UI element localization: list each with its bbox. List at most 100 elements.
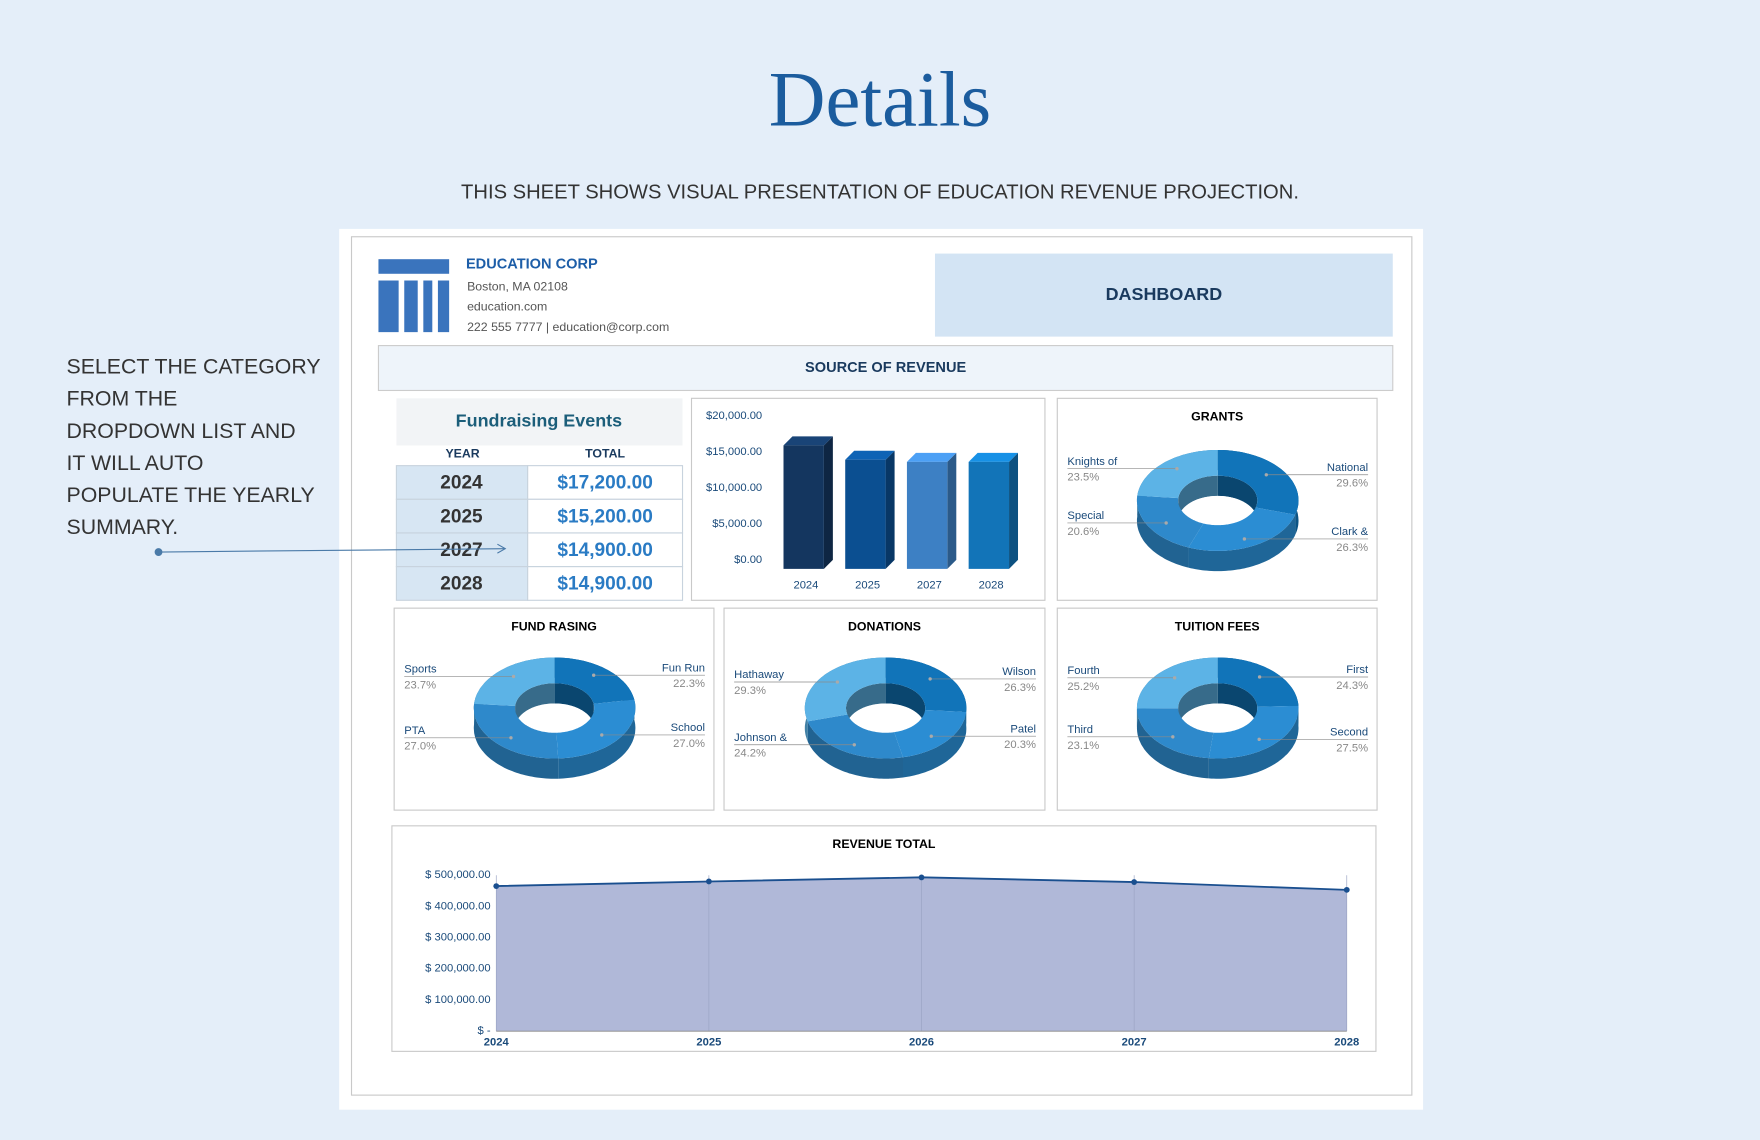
slice-inner-wall [554, 683, 594, 725]
bar-side [947, 452, 957, 569]
slice-value: 23.7% [404, 679, 436, 691]
x-tick-label: 2025 [855, 580, 880, 592]
table-title: Fundraising Events [456, 411, 622, 431]
note-line: SELECT THE CATEGORY [67, 355, 321, 379]
slice-value: 26.3% [1336, 542, 1368, 554]
page-title: Details [769, 56, 991, 143]
slice-label: PTA [404, 725, 426, 737]
slice-value: 22.3% [673, 678, 705, 690]
slice-label: Fourth [1067, 665, 1099, 677]
year-cell [395, 566, 529, 601]
slice-label: Third [1067, 724, 1093, 736]
note-line: SUMMARY. [67, 515, 179, 539]
total: $14,900.00 [557, 574, 652, 595]
sheet-border [350, 236, 1413, 1096]
company-address: Boston, MA 02108 [467, 280, 568, 294]
slice [894, 710, 967, 758]
chart-title: TUITION FEES [1175, 619, 1260, 633]
bar [968, 461, 1010, 569]
year: 2025 [440, 506, 483, 527]
leader-dot [1257, 675, 1262, 679]
point [493, 883, 500, 890]
slice [1136, 708, 1214, 759]
slice-inner-wall [1217, 475, 1258, 528]
slice-value: 27.5% [1336, 742, 1368, 754]
note-pointer [154, 543, 507, 556]
chart-title: GRANTS [1191, 410, 1243, 424]
slice-outer-wall [1136, 495, 1189, 568]
point [918, 874, 925, 881]
slice [804, 657, 886, 722]
x-tick-label: 2028 [1334, 1036, 1359, 1048]
slice-outer-wall [1188, 514, 1296, 572]
slice-outer-wall [1208, 705, 1299, 779]
bar-top [845, 450, 895, 460]
slice-inner-wall [846, 683, 886, 735]
slice-value: 25.2% [1067, 681, 1099, 693]
slice [1137, 449, 1218, 499]
bar-side [1009, 452, 1019, 569]
leader-dot [509, 736, 513, 740]
note-line: DROPDOWN LIST AND [67, 419, 296, 443]
chart-title: REVENUE TOTAL [832, 837, 935, 851]
slice-label: Knights of [1067, 456, 1118, 468]
slice-inner-wall [1217, 683, 1258, 728]
slice-inner-wall [515, 683, 555, 727]
column-header: TOTAL [585, 447, 625, 461]
bar [845, 459, 886, 569]
slice-value: 23.1% [1067, 740, 1099, 752]
slice-label: First [1346, 664, 1369, 676]
slice [1188, 507, 1296, 551]
company-name: EDUCATION CORP [466, 257, 598, 273]
leader-dot [928, 677, 932, 681]
slice-outer-wall [473, 703, 559, 779]
note-line: POPULATE THE YEARLY [67, 483, 315, 507]
slice [474, 657, 555, 706]
bar-top [783, 436, 833, 446]
slice [1217, 657, 1299, 707]
slice-inner-wall [1178, 683, 1218, 729]
y-tick-label: $5,000.00 [712, 518, 762, 530]
slice [1136, 495, 1204, 548]
note-line: IT WILL AUTO [67, 451, 204, 475]
section-label: SOURCE OF REVENUE [805, 360, 966, 376]
slice [554, 657, 635, 704]
bar [783, 445, 824, 569]
bar-side [823, 436, 833, 569]
leader-dot [591, 673, 596, 677]
slice-value: 29.3% [734, 685, 766, 697]
slice-inner-wall [885, 683, 926, 731]
slice [1208, 705, 1299, 759]
y-tick-label: $20,000.00 [706, 410, 762, 422]
leader-dot [600, 733, 604, 737]
slice [1217, 449, 1299, 515]
x-tick-label: 2024 [484, 1036, 510, 1048]
total: $17,200.00 [557, 473, 652, 494]
y-tick-label: $ 400,000.00 [425, 900, 491, 912]
leader-dot [1257, 737, 1261, 742]
total: $15,200.00 [557, 506, 652, 527]
page-subtitle: THIS SHEET SHOWS VISUAL PRESENTATION OF … [461, 181, 1299, 203]
y-tick-label: $ 500,000.00 [425, 869, 491, 881]
bar-side [885, 450, 895, 569]
logo [378, 259, 450, 333]
bar [906, 461, 948, 569]
side-note: SELECT THE CATEGORY FROM THE DROPDOWN LIST… [67, 355, 321, 539]
x-tick-label: 2027 [1122, 1036, 1147, 1048]
dashboard-box [934, 253, 1393, 337]
slice-value: 20.6% [1067, 526, 1099, 538]
point [1131, 879, 1138, 885]
slice-outer-wall [903, 712, 967, 778]
slice-inner-wall [1178, 475, 1218, 519]
note-line: FROM THE [67, 387, 178, 411]
point [1343, 886, 1350, 893]
slice-value: 24.3% [1336, 680, 1368, 692]
slice-value: 24.2% [734, 748, 766, 760]
x-tick-label: 2028 [979, 580, 1004, 592]
leader-dot [1164, 521, 1168, 525]
total-cell [527, 566, 684, 601]
y-tick-label: $ 100,000.00 [425, 994, 491, 1006]
point [705, 878, 712, 885]
charts: $0.00 $5,000.00 $10,000.00 $15,000.00 $20,00… [391, 397, 1378, 1052]
